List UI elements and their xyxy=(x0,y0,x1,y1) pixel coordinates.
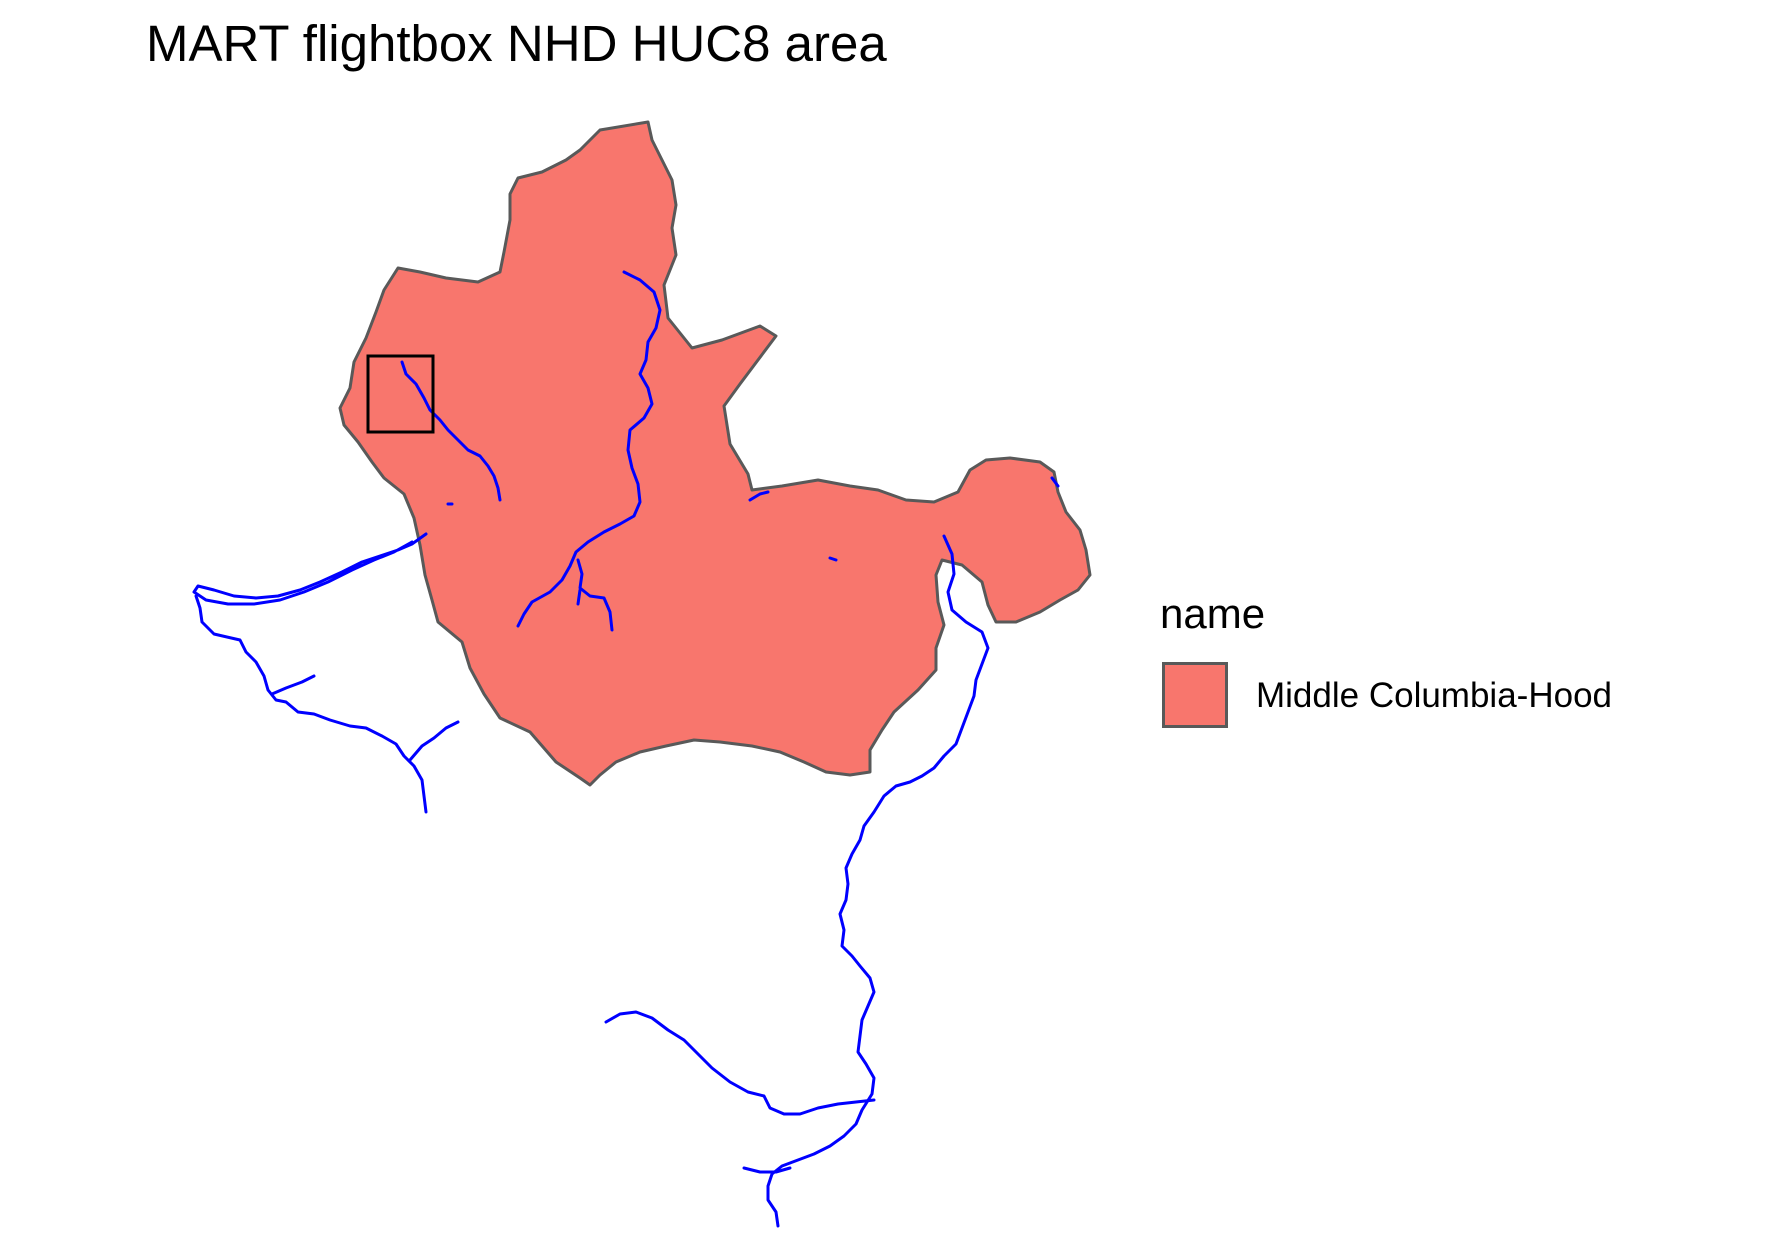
flowline-south-spur xyxy=(742,1166,792,1174)
nhd-flowlines xyxy=(192,270,1060,1228)
legend-label: Middle Columbia-Hood xyxy=(1256,676,1612,715)
flowline-columbia-river-west-branch xyxy=(194,594,428,814)
flowline-central-spur xyxy=(576,588,582,606)
map-title: MART flightbox NHD HUC8 area xyxy=(146,15,887,72)
flowline-west-tributary-b xyxy=(408,720,460,762)
flowline-small-blob-b xyxy=(828,556,838,562)
flowline-west-tributary-a xyxy=(270,674,316,696)
legend: name Middle Columbia-Hood xyxy=(1160,590,1680,730)
flightbox-rectangle[interactable] xyxy=(366,354,435,434)
legend-key-middle-columbia-hood xyxy=(1162,662,1228,728)
flowline-central-river xyxy=(516,270,662,628)
flowline-columbia-river-west xyxy=(192,532,428,606)
legend-title: name xyxy=(1160,590,1266,637)
flowline-small-ne xyxy=(1050,476,1060,488)
flowline-east-river xyxy=(766,534,990,1228)
flowline-small-east xyxy=(748,490,770,502)
flowline-central-fork xyxy=(576,558,614,632)
flowline-flightbox-river xyxy=(400,360,502,502)
flowline-south-tributary xyxy=(604,1010,876,1116)
huc8-polygon-middle-columbia-hood[interactable] xyxy=(338,120,1092,787)
